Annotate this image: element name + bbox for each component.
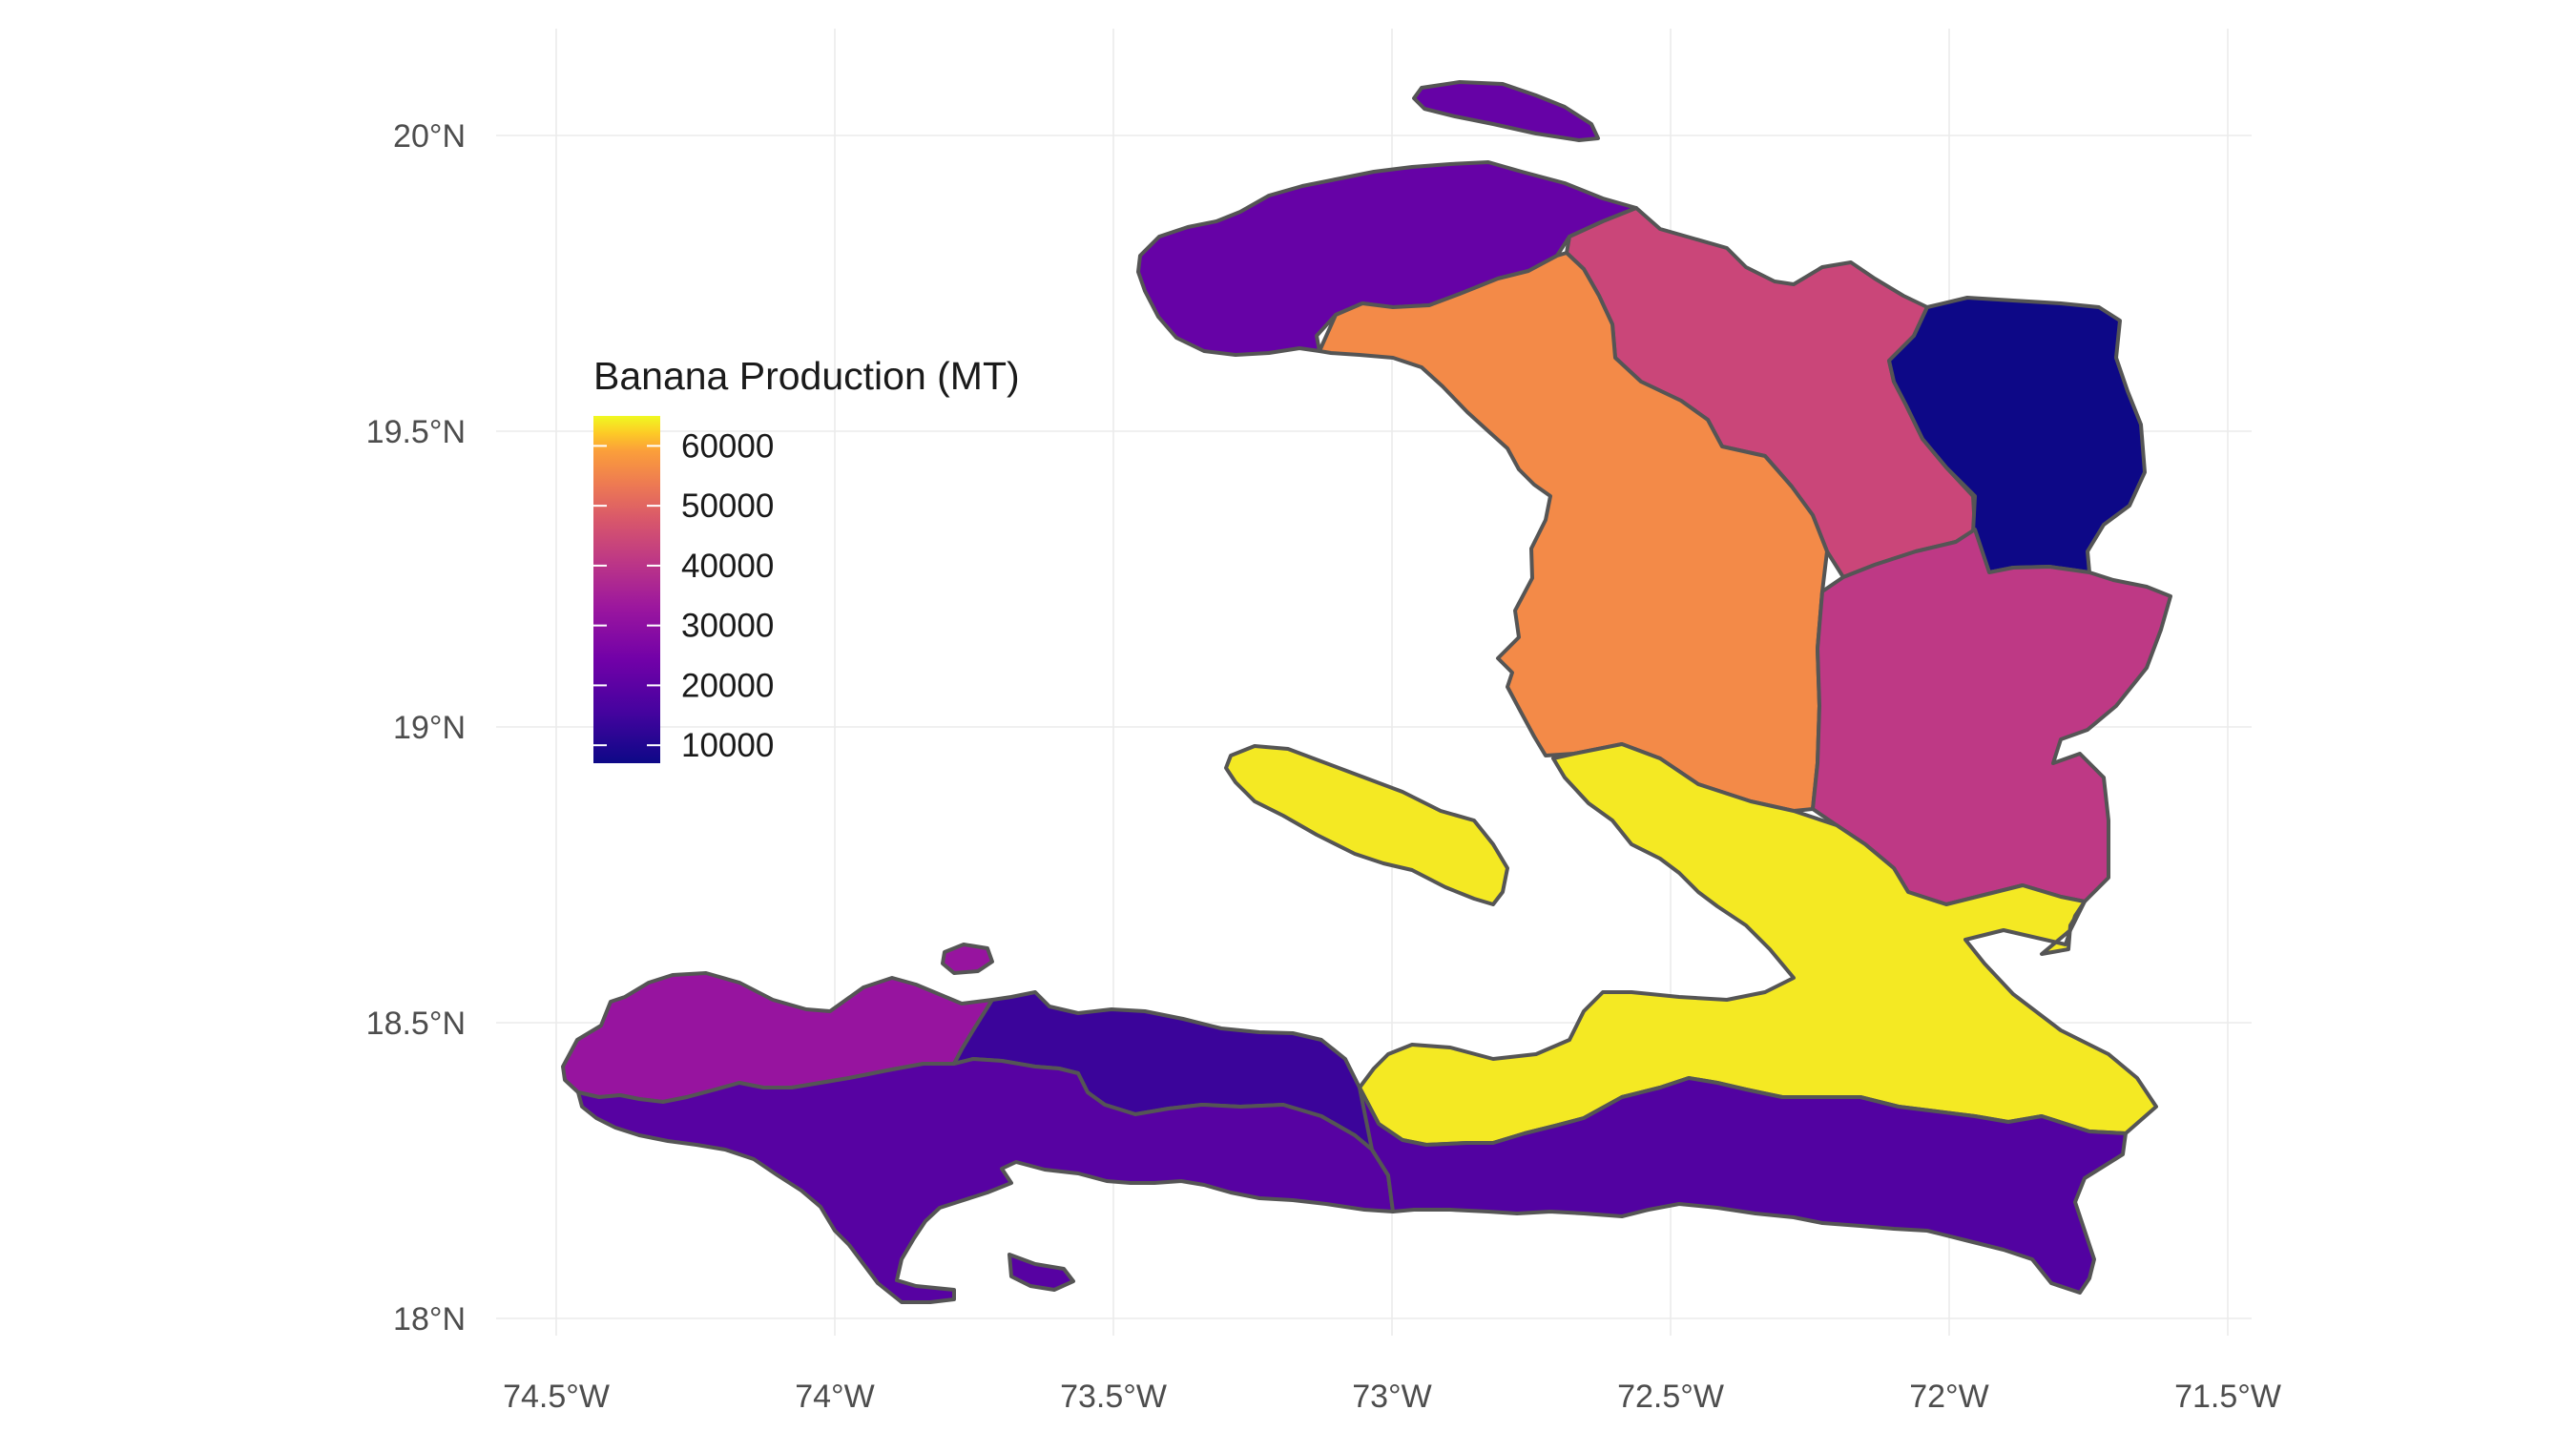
x-tick-label: 72.5°W	[1617, 1379, 1724, 1415]
y-tick-label: 18°N	[393, 1301, 466, 1338]
legend-title: Banana Production (MT)	[593, 354, 1020, 398]
region-north-east	[1887, 296, 2147, 574]
x-tick-label: 74°W	[795, 1379, 875, 1415]
y-tick-label: 20°N	[393, 118, 466, 155]
region-sud	[576, 1057, 1395, 1304]
legend-label: 20000	[681, 667, 774, 704]
x-tick-label: 73°W	[1352, 1379, 1432, 1415]
y-tick-label: 19.5°N	[366, 414, 466, 450]
y-tick-label: 19°N	[393, 710, 466, 746]
y-axis: 20°N 19.5°N 19°N 18.5°N 18°N	[366, 118, 466, 1338]
legend-label: 50000	[681, 487, 774, 525]
y-tick-label: 18.5°N	[366, 1006, 466, 1042]
x-tick-label: 73.5°W	[1060, 1379, 1167, 1415]
legend-label: 30000	[681, 608, 774, 645]
island-fragment	[1008, 1253, 1075, 1292]
x-axis: 74.5°W 74°W 73.5°W 73°W 72.5°W 72°W 71.5°W	[503, 1379, 2281, 1415]
legend-label: 60000	[681, 427, 774, 465]
legend-label: 40000	[681, 548, 774, 585]
x-tick-label: 71.5°W	[2174, 1379, 2281, 1415]
x-tick-label: 72°W	[1909, 1379, 1989, 1415]
region-sud-est	[1358, 1076, 2128, 1295]
regions	[561, 80, 2172, 1304]
region-gonave	[1224, 744, 1509, 906]
x-tick-label: 74.5°W	[503, 1379, 610, 1415]
region-tortuga	[1412, 80, 1600, 142]
island-fragment	[941, 943, 994, 975]
legend: Banana Production (MT) 60000 50000 40000 30…	[593, 354, 1020, 764]
legend-label: 10000	[681, 727, 774, 764]
legend-colorbar	[593, 416, 660, 763]
